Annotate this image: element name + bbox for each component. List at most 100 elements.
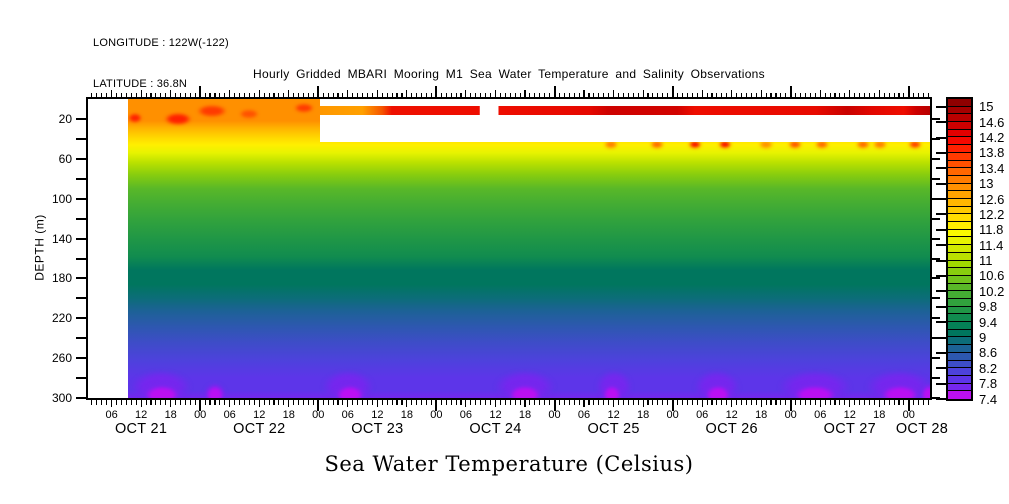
x-axis-tick [219,92,221,97]
x-axis-tick [445,400,447,405]
x-axis-tick [676,92,679,97]
x-axis-tick [750,400,752,405]
x-axis-tick [234,400,236,405]
colorbar-label: 11 [979,253,993,268]
colorbar-label: 8.6 [979,345,998,361]
x-axis-tick [470,92,472,97]
x-axis-tick [903,400,905,405]
x-hour-label: 12 [607,409,620,421]
x-axis-tick [111,90,113,97]
x-axis-tick [101,400,103,405]
surface-temperature-strip [320,106,930,115]
x-axis-tick [480,92,482,97]
x-axis-tick [263,92,265,97]
x-axis-tick [150,400,152,405]
x-axis-tick [145,400,147,405]
y-axis-tick [76,177,86,180]
y-axis-tick [76,317,86,320]
x-axis-tick [494,400,497,407]
x-axis-tick [721,400,723,405]
x-axis-tick [736,92,738,97]
colorbar-tick [936,244,946,247]
x-axis-tick [199,86,202,97]
colorbar-label: 13 [979,176,994,192]
x-axis-tick [721,92,723,97]
x-axis-tick [667,400,669,405]
y-tick-label: 300 [51,391,72,405]
x-axis-tick [234,92,236,97]
x-hour-label: 06 [814,409,827,421]
y-tick-label: 60 [58,151,72,166]
x-hour-label: 12 [725,409,738,421]
x-axis-tick [352,92,354,97]
x-hour-label: 12 [134,409,148,421]
x-date-label: OCT 26 [705,421,758,437]
x-axis-tick [627,400,629,405]
colorbar-cell [948,383,971,392]
x-axis-tick [421,400,423,405]
x-axis-tick [371,400,373,405]
x-axis-tick [435,400,438,411]
x-axis-tick [593,400,595,405]
y-axis-tick [932,177,940,180]
x-axis-tick [302,92,305,97]
x-axis-tick [332,92,334,97]
y-axis-tick [932,377,940,380]
x-axis-tick [706,400,708,405]
x-axis-tick [888,400,890,405]
x-axis-tick [519,400,521,405]
colorbar-label: 12.6 [979,191,1005,207]
x-axis-tick [711,400,713,405]
x-date-label: OCT 27 [823,421,876,437]
x-axis-tick [106,400,108,405]
x-axis-tick [888,92,890,97]
x-axis-tick [288,90,290,97]
x-axis-tick [155,92,157,97]
x-axis-tick [814,92,816,97]
y-axis-tick [76,277,86,280]
x-axis-tick [553,400,556,411]
x-axis-tick [667,92,669,97]
x-axis-tick [716,92,718,97]
x-axis-tick [165,92,167,97]
colorbar-tick [936,136,946,139]
x-axis-tick [135,400,137,405]
x-axis-tick [553,86,556,97]
colorbar-cell [948,183,971,192]
x-axis-tick [125,92,127,97]
x-axis-tick [657,92,659,97]
x-hour-label: 00 [430,409,443,421]
colorbar-tick [936,167,946,170]
x-axis-tick [701,400,703,407]
x-date-label: OCT 21 [114,421,168,437]
surface-warm-blob [192,103,233,119]
x-axis-tick [480,400,482,405]
colorbar-cell [948,352,971,361]
deep-cold-blob [869,380,930,398]
colorbar-tick [936,382,946,385]
subsurface-warm-spot [854,139,873,151]
x-axis-tick [740,400,743,405]
x-axis-tick [652,92,654,97]
y-axis-tick [76,237,86,240]
x-axis-tick [671,86,674,97]
x-axis-tick [312,400,314,405]
x-axis-tick [357,400,359,405]
y-tick-label: 140 [51,231,72,246]
x-axis-tick [298,92,300,97]
surface-warm-blob [236,108,263,120]
x-axis-tick [401,400,403,405]
x-axis-tick [878,90,880,97]
y-axis-tick [76,297,86,300]
colorbar-label: 7.8 [979,376,998,392]
x-axis-tick [544,400,546,405]
x-axis-tick [583,90,585,97]
x-axis-tick [686,92,688,97]
y-axis-tick [76,337,86,340]
colorbar-cell [948,337,971,346]
colorbar-cell [948,152,971,161]
x-axis-tick [485,92,487,97]
x-axis-tick [465,90,467,97]
x-axis-tick [209,400,211,405]
x-hour-label: 00 [548,409,561,421]
